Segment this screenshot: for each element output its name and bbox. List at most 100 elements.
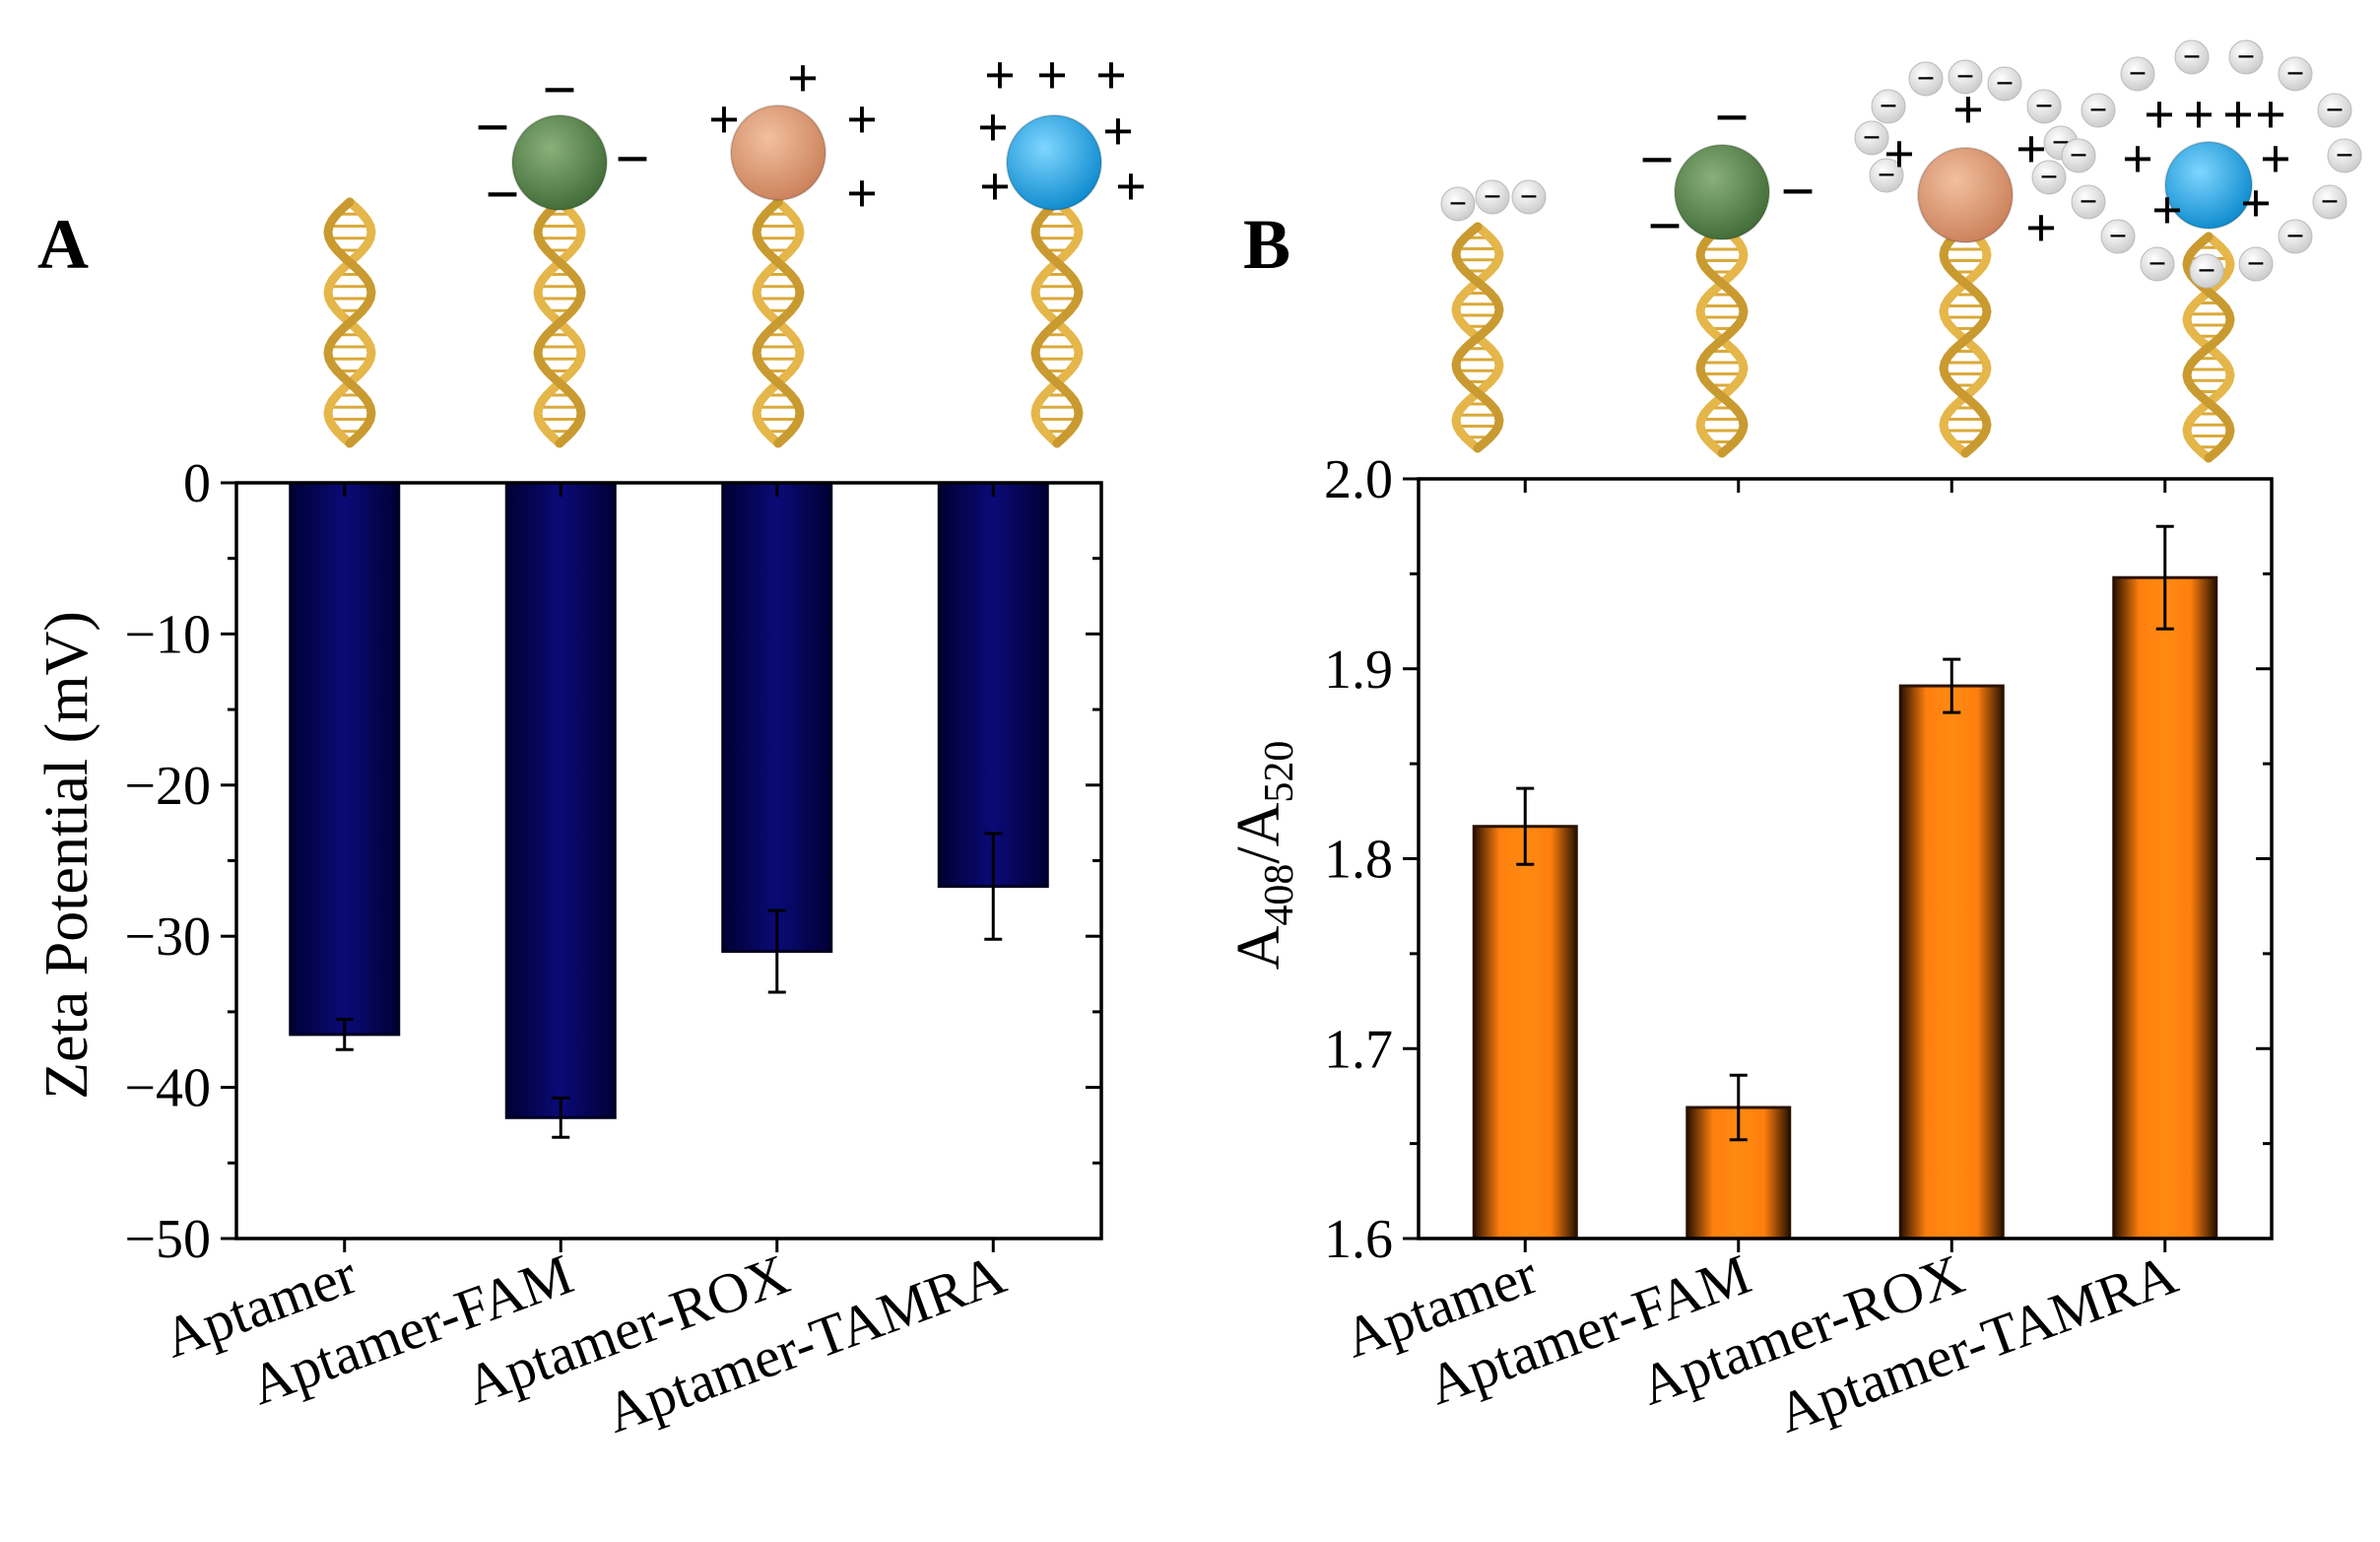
positive-charge-icon: +	[2151, 180, 2183, 241]
y-axis-title-b-slash: /A	[1225, 802, 1292, 863]
bar-aptamer-fam	[504, 481, 617, 1119]
dna-strand	[533, 197, 586, 448]
rox-dye-sphere-icon	[1917, 147, 2014, 243]
y-tick-label: 1.7	[1324, 1019, 1393, 1080]
positive-charge-icon: +	[708, 90, 740, 151]
gold-nanoparticle-icon	[2031, 160, 2067, 195]
gold-nanoparticle-icon	[1987, 66, 2022, 101]
positive-charge-icon: +	[846, 164, 878, 225]
negative-charge-icon: −	[2080, 183, 2097, 219]
error-bar-aptamer-fam	[1729, 1073, 1748, 1142]
y-axis-title-b: A408/A520	[1225, 741, 1302, 971]
gold-nanoparticle-icon	[1948, 59, 1983, 95]
positive-charge-icon: +	[2025, 198, 2057, 259]
plot-frame	[1417, 477, 2274, 1240]
negative-charge-icon: −	[2321, 183, 2339, 219]
dna-helix-icon	[1030, 197, 1084, 448]
negative-charge-icon: −	[1878, 157, 1895, 192]
y-tick-label: −40	[124, 1058, 211, 1119]
positive-charge-icon: +	[2016, 119, 2047, 180]
bar-aptamer-rox	[721, 481, 833, 954]
bar-aptamer-tamra	[937, 481, 1049, 889]
dna-strand	[323, 197, 376, 448]
positive-charge-icon: +	[2240, 173, 2272, 235]
negative-charge-icon: −	[475, 95, 509, 162]
positive-charge-icon: +	[977, 98, 1009, 159]
gold-nanoparticle-icon	[2174, 39, 2210, 75]
y-axis-title-a: Zeta Potential (mV)	[33, 611, 100, 1100]
gold-nanoparticle-icon	[1854, 120, 1889, 156]
negative-charge-icon: −	[2089, 92, 2107, 127]
negative-charge-icon: −	[2198, 252, 2215, 288]
negative-charge-icon: −	[1863, 119, 1881, 155]
negative-charge-icon: −	[2247, 245, 2265, 281]
positive-charge-icon: +	[1036, 45, 1068, 106]
dna-helix-icon	[323, 197, 376, 448]
negative-charge-icon: −	[2183, 38, 2201, 74]
negative-charge-icon: −	[2237, 38, 2255, 74]
negative-charge-icon: −	[1647, 193, 1682, 260]
positive-charge-icon: +	[846, 90, 878, 151]
error-bar-aptamer	[335, 1018, 354, 1051]
gold-nanoparticle-icon	[2278, 219, 2313, 254]
gold-nanoparticle-icon	[2120, 56, 2155, 92]
negative-charge-icon: −	[1880, 88, 1897, 123]
rox-dye-sphere-icon	[730, 104, 826, 201]
positive-charge-icon: +	[1115, 157, 1147, 218]
gold-nanoparticle-icon	[2278, 56, 2313, 92]
y-tick-label: −30	[124, 906, 211, 968]
negative-charge-icon: −	[2035, 88, 2053, 123]
gold-nanoparticle-icon	[2312, 184, 2347, 220]
negative-charge-icon: −	[2336, 137, 2353, 172]
error-bar-aptamer-rox	[1943, 657, 1961, 714]
gold-nanoparticle-icon	[2026, 89, 2062, 124]
positive-charge-icon: +	[1095, 45, 1127, 106]
gold-nanoparticle-icon	[2327, 138, 2362, 173]
positive-charge-icon: +	[1102, 101, 1134, 163]
chart-a: Zeta Potential (mV) AptamerAptamer-FAMAp…	[33, 453, 1103, 1445]
dna-strand	[752, 197, 805, 448]
y-tick-label: −10	[124, 604, 211, 665]
y-axis-title-b-sub2: 520	[1257, 741, 1302, 803]
negative-charge-icon: −	[1449, 185, 1467, 221]
panel-b-label: B	[1243, 205, 1290, 284]
bar-aptamer	[289, 481, 401, 1037]
chart-b: A408/A520 AptamerAptamer-FAMAptamer-ROXA…	[1225, 449, 2274, 1445]
bar-aptamer	[1472, 825, 1578, 1240]
positive-charge-icon: +	[984, 45, 1016, 106]
y-tick-label: −50	[124, 1209, 211, 1270]
error-bar-aptamer	[1516, 786, 1535, 866]
error-bar-aptamer-tamra	[2155, 524, 2174, 631]
negative-charge-icon: −	[2070, 137, 2087, 172]
error-bar-aptamer-tamra	[984, 832, 1003, 941]
gold-nanoparticle-icon	[2189, 253, 2224, 289]
y-tick-label: 1.9	[1324, 639, 1393, 701]
gold-nanoparticle-icon	[2071, 184, 2106, 220]
positive-charge-icon: +	[2255, 85, 2286, 146]
negative-charge-icon: −	[2286, 55, 2304, 91]
gold-nanoparticle-icon	[2100, 219, 2136, 254]
panel-a-label: A	[37, 205, 89, 284]
dna-helix-icon	[1939, 222, 1992, 458]
dna-strand	[1939, 222, 1992, 458]
fam-dye-sphere-icon	[511, 114, 608, 211]
bar-aptamer-rox	[1898, 684, 2005, 1240]
negative-charge-icon: −	[1996, 65, 2014, 101]
y-tick-label: 1.6	[1324, 1209, 1393, 1270]
negative-charge-icon: −	[1484, 178, 1501, 214]
tamra-dye-sphere-icon	[2164, 141, 2253, 230]
positive-charge-icon: +	[2144, 85, 2175, 146]
gold-nanoparticle-icon	[1440, 186, 1476, 222]
positive-charge-icon: +	[2183, 85, 2215, 146]
error-bar-aptamer-rox	[767, 908, 786, 994]
gold-nanoparticle-icon	[2317, 93, 2352, 128]
negative-charge-icon: −	[2286, 218, 2304, 253]
gold-nanoparticle-icon	[2140, 246, 2175, 282]
fam-dye-sphere-icon	[1674, 144, 1770, 240]
dna-strand	[1451, 222, 1504, 453]
gold-nanoparticle-icon	[1511, 179, 1547, 215]
error-bar-aptamer-fam	[552, 1096, 570, 1139]
positive-charge-icon: +	[1952, 80, 1984, 141]
tamra-dye-sphere-icon	[1006, 114, 1102, 211]
